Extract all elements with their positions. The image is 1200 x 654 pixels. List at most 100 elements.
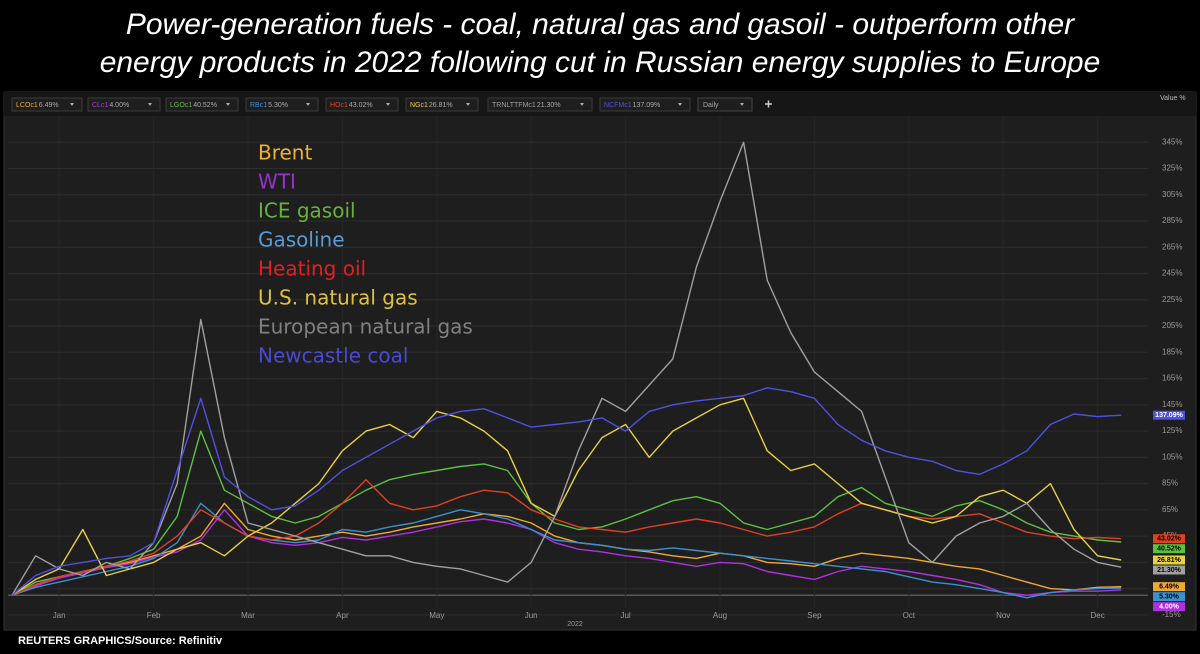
ric-chip (599, 97, 691, 112)
interval-dropdown[interactable] (697, 97, 753, 112)
y-tick-label: 285% (1162, 216, 1182, 225)
source: REUTERS GRAPHICS/Source: Refinitiv (18, 635, 223, 647)
x-tick-label: Sep (807, 611, 822, 620)
legend-entry: Brent (258, 141, 312, 165)
dropdown-arrow (306, 103, 310, 106)
end-label: 43.02% (1157, 536, 1182, 543)
end-label: 40.52% (1157, 546, 1182, 553)
x-tick-label: Jul (620, 611, 630, 620)
dropdown-arrow (386, 103, 390, 106)
series-line (11, 509, 1122, 596)
y-tick-label: 305% (1162, 190, 1182, 199)
value-header: Value % (1160, 95, 1186, 102)
y-tick-label: 205% (1162, 321, 1182, 330)
y-tick-label: 105% (1162, 452, 1182, 461)
x-tick-label: Jun (525, 611, 538, 620)
series-line (11, 397, 1122, 596)
y-tick-label: 145% (1162, 400, 1182, 409)
dropdown-arrow (678, 103, 682, 106)
y-tick-label: 165% (1162, 374, 1182, 383)
legend-entry: Gasoline (258, 228, 345, 252)
x-tick-label: Dec (1090, 611, 1104, 620)
ric-label: RBc1 (250, 102, 267, 109)
series-line (11, 430, 1122, 596)
end-label-box (1153, 410, 1185, 420)
x-tick-label: Jan (53, 611, 66, 620)
legend-entry: European natural gas (258, 315, 473, 339)
end-label: 26.81% (1157, 557, 1182, 564)
ric-value: 26.81% (429, 102, 453, 109)
end-label-box (1153, 555, 1185, 565)
ric-chip (245, 97, 319, 112)
ric-value: 40.52% (193, 102, 217, 109)
series-line (11, 502, 1122, 596)
add-button[interactable] (765, 100, 772, 108)
chart-title: Power-generation fuels - coal, natural g… (126, 8, 1075, 41)
x-tick-label: Oct (903, 611, 916, 620)
y-tick-label: 265% (1162, 242, 1182, 251)
end-label-box (1153, 592, 1185, 602)
ric-value: 21.30% (537, 102, 561, 109)
dropdown-arrow (70, 103, 74, 106)
ric-label: CLc1 (92, 102, 108, 109)
x-axis-label: 2022 (567, 621, 583, 628)
dropdown-arrow (580, 103, 584, 106)
ric-chip (11, 97, 83, 112)
series-line (11, 141, 1122, 596)
end-label-box (1153, 534, 1185, 544)
dropdown-arrow (466, 103, 470, 106)
dropdown-arrow (148, 103, 152, 106)
ric-label: NGc1 (410, 102, 428, 109)
ric-value: 6.49% (39, 102, 59, 109)
ric-label: NCFMc1 (604, 102, 632, 109)
x-tick-label: Aug (713, 611, 727, 620)
legend-entry: Newcastle coal (258, 344, 408, 368)
series-line (11, 502, 1122, 599)
ric-value: 137.09% (633, 102, 661, 109)
dropdown-arrow (226, 103, 230, 106)
x-tick-label: Mar (241, 611, 255, 620)
ric-value: 4.00% (109, 102, 129, 109)
ric-label: LCOc1 (16, 102, 38, 109)
x-tick-label: Apr (336, 611, 349, 620)
y-tick-label: 185% (1162, 347, 1182, 356)
ric-label: TRNLTTFMc1 (492, 102, 536, 109)
end-label: 5.30% (1159, 594, 1180, 601)
y-tick-label: 85% (1162, 479, 1178, 488)
legend-entry: U.S. natural gas (258, 286, 418, 310)
series-line (11, 387, 1122, 596)
x-tick-label: Feb (147, 611, 161, 620)
ric-value: 5.30% (268, 102, 288, 109)
end-label-box (1153, 544, 1185, 554)
legend-entry: ICE gasoil (258, 199, 356, 223)
legend-entry: Heating oil (258, 257, 366, 281)
ric-chip (325, 97, 399, 112)
y-tick-label: 65% (1162, 505, 1178, 514)
end-label-box (1153, 582, 1185, 592)
end-label: 6.49% (1159, 584, 1180, 591)
ric-label: HOc1 (330, 102, 348, 109)
end-label: 137.09% (1155, 412, 1183, 419)
end-label-box (1153, 565, 1185, 575)
interval-text: Daily (703, 102, 719, 109)
ric-label: LGOc1 (170, 102, 192, 109)
ric-chip (487, 97, 593, 112)
ric-chip (87, 97, 161, 112)
ric-chip (405, 97, 479, 112)
x-tick-label: May (429, 611, 444, 620)
y-tick-label: -15% (1162, 610, 1181, 619)
y-tick-label: 125% (1162, 426, 1182, 435)
y-tick-label: 325% (1162, 164, 1182, 173)
legend-entry: WTI (258, 170, 296, 194)
end-label: 4.00% (1159, 604, 1180, 611)
end-label-box (1153, 602, 1185, 612)
y-tick-label: 245% (1162, 269, 1182, 278)
end-label: 21.30% (1157, 567, 1182, 574)
y-tick-label: 225% (1162, 295, 1182, 304)
series-line (11, 479, 1122, 596)
plot-panel (3, 91, 1197, 631)
dropdown-arrow (740, 103, 744, 106)
ric-value: 43.02% (349, 102, 373, 109)
